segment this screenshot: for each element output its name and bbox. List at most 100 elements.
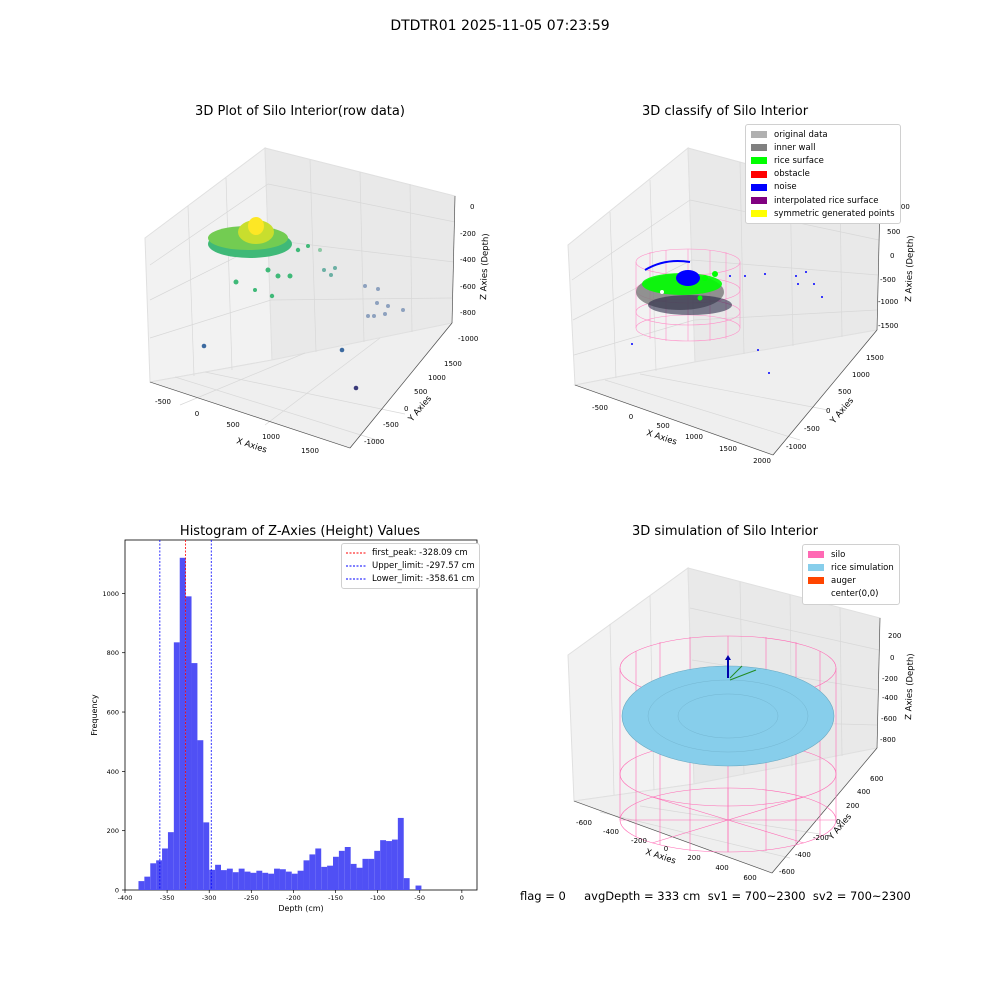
classify-ytick: -1000 [786,443,806,451]
legend-item: interpolated rice surface [751,194,895,207]
raw-ztick: -400 [460,256,476,264]
x-ticks: -400 -350 -300 -250 -200 -150 -100 -50 0 [118,890,464,902]
legend-item: Lower_limit: -358.61 cm [346,572,475,585]
legend-label: center(0,0) [831,589,879,600]
classify-ytick: 0 [826,407,830,415]
y-tick-label: 800 [107,649,119,657]
histogram-bar [291,873,298,890]
histogram-bar [297,870,304,890]
y-tick-label: 600 [107,709,119,717]
sim-ztick: -400 [882,694,898,702]
histogram-bar [191,663,198,890]
histogram-bar [209,869,216,890]
legend-item: inner wall [751,141,895,154]
classify-legend: original data inner wall rice surface ob… [745,124,901,225]
sim-ylabel: Y Axies [826,812,854,843]
raw-ytick: 1000 [428,374,446,382]
raw-xtick: 1000 [262,433,280,441]
raw-xtick: 1500 [301,447,319,455]
histogram-bar [415,885,422,890]
y-tick-label: 1000 [102,590,119,598]
legend-item: center(0,0) [808,588,894,601]
histogram-bar [362,858,369,890]
histogram-bar [244,871,251,890]
histogram-bar [350,863,357,890]
histogram-bar [156,860,163,890]
y-tick-label: 200 [107,827,119,835]
sim-zlabel: Z Axies (Depth) [904,653,916,720]
legend-item: noise [751,181,895,194]
histogram-bar [167,832,174,890]
legend-item: Upper_limit: -297.57 cm [346,559,475,572]
x-tick-label: -50 [414,894,425,902]
y-tick-label: 0 [115,887,119,895]
figure-title: DTDTR01 2025-11-05 07:23:59 [390,18,610,34]
sim-ytick: 400 [857,788,870,796]
sim-ztick: -800 [880,736,896,744]
legend-label: noise [774,182,797,193]
legend-item: rice surface [751,154,895,167]
legend-swatch [751,210,767,218]
reference-lines [159,540,212,890]
histogram-bar [368,858,375,890]
classify-ytick: 1000 [852,371,870,379]
legend-item: first_peak: -328.09 cm [346,546,475,559]
raw-ytick: 500 [414,388,427,396]
histogram-bar [327,865,333,890]
sim-xlabel: X Axies [644,847,677,866]
legend-label: interpolated rice surface [774,195,879,206]
legend-label: Lower_limit: -358.61 cm [372,573,475,584]
raw-ytick: -1000 [364,438,384,446]
classify-ztick: -1500 [878,322,898,330]
histogram-title: Histogram of Z-Axies (Height) Values [179,524,421,539]
classify-ztick: 1000 [892,203,910,211]
legend-swatch [751,144,767,152]
legend-swatch [808,564,824,572]
simulation-plot-title: 3D simulation of Silo Interior [632,524,818,539]
histogram-bar [262,872,269,890]
sim-ytick: 600 [870,775,883,783]
histogram-ylabel: Frequency [90,694,99,736]
legend-swatch [808,551,824,559]
histogram-bar [344,846,351,890]
legend-swatch [751,157,767,165]
classify-ztick: 500 [887,228,900,236]
legend-label: rice surface [774,155,824,166]
histogram-bar [274,868,280,890]
histogram-bar [250,872,257,890]
legend-label: symmetric generated points [774,208,895,219]
raw-ztick: -1000 [458,335,478,343]
classify-xtick: 2000 [753,457,771,465]
histogram-bar [374,850,381,890]
legend-label: silo [831,549,846,560]
legend-item: silo [808,548,894,561]
legend-swatch [808,591,824,598]
histogram-bar [232,872,239,890]
x-tick-label: -350 [160,894,175,902]
legend-label: first_peak: -328.09 cm [372,547,468,558]
histogram-bar [215,864,221,890]
histogram-bar [221,870,227,890]
histogram-bar [279,869,286,890]
x-tick-label: -300 [202,894,217,902]
raw-xtick: 0 [195,410,199,418]
histogram-bar [197,740,204,890]
histogram-bar [303,860,310,890]
x-tick-label: -100 [370,894,385,902]
y-tick-label: 400 [107,768,119,776]
classify-xtick: 1000 [685,433,703,441]
raw-point-cloud [201,217,405,391]
legend-swatch [808,577,824,585]
auger-icon [725,655,757,681]
sim-ztick: -200 [882,675,898,683]
raw-ztick: -800 [460,309,476,317]
classify-ztick: -1000 [878,298,898,306]
sim-xtick: 400 [715,864,728,872]
sim-ytick: 0 [836,818,840,826]
classify-ytick: -500 [804,425,820,433]
raw-xtick: 500 [226,421,239,429]
raw-ztick: -200 [460,230,476,238]
